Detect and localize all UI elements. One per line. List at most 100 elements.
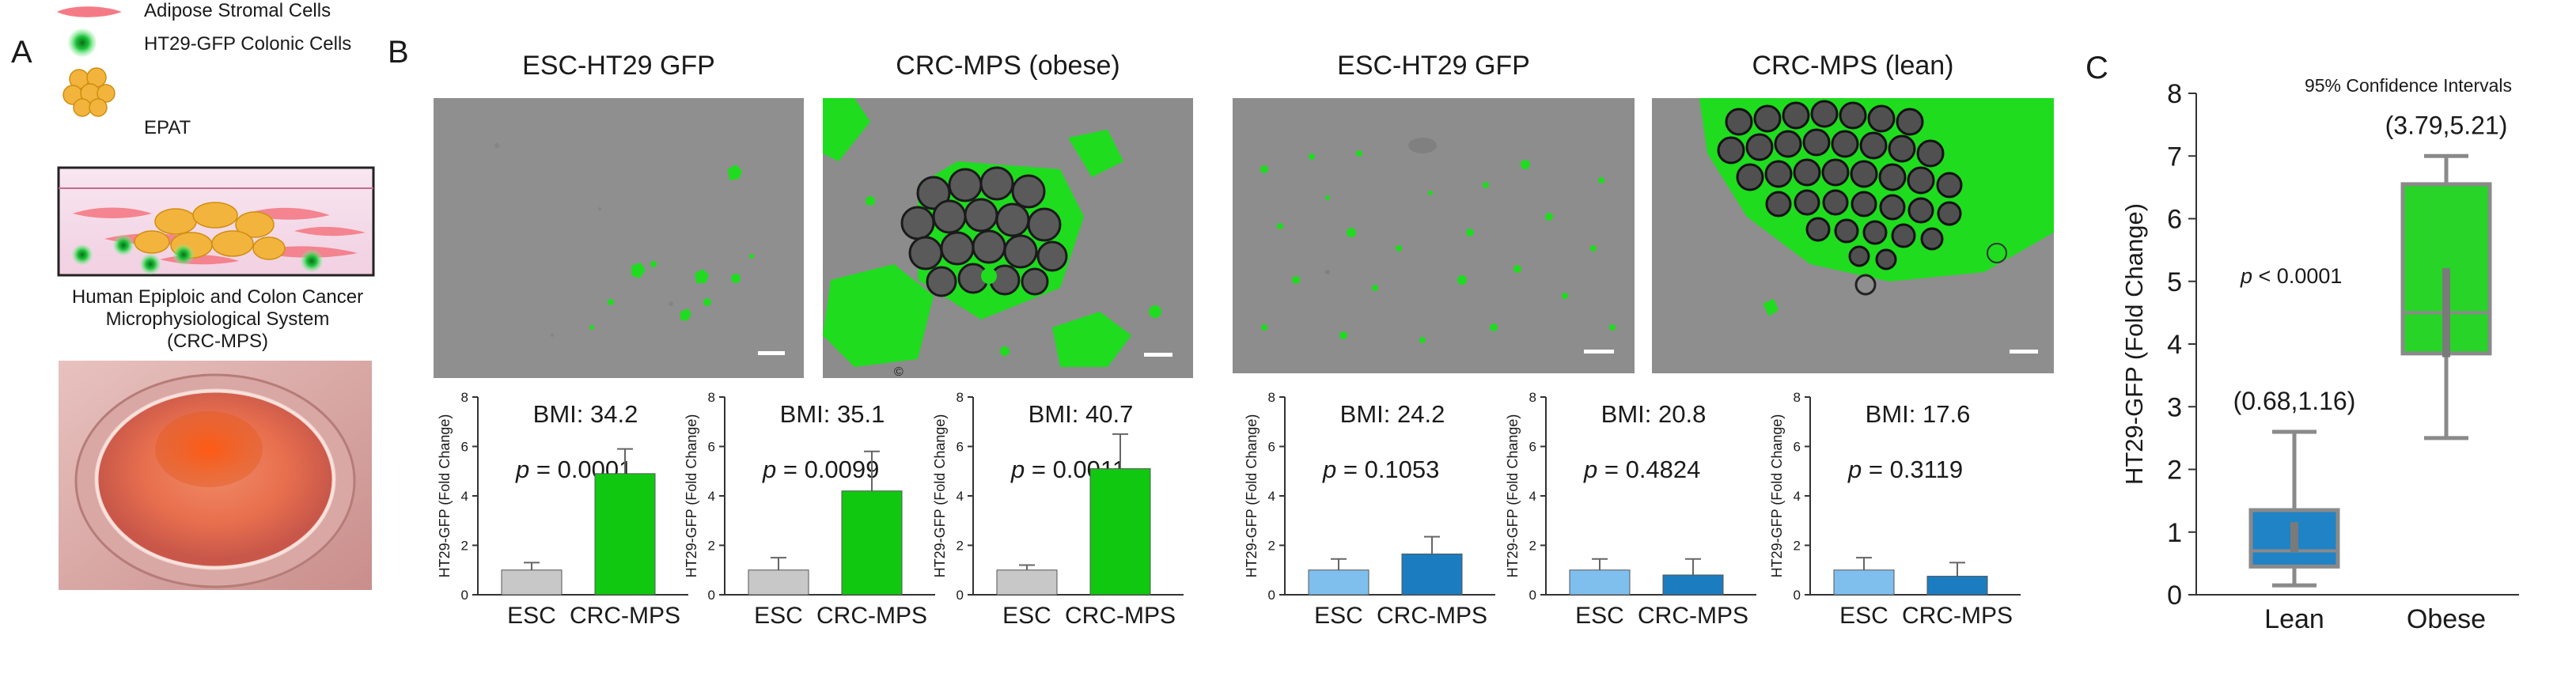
- panel-c-letter: C: [2085, 51, 2108, 85]
- y-tick-label: 5: [2167, 267, 2182, 297]
- bmi-label: BMI: 34.2: [533, 400, 638, 428]
- panel-b-letter: B: [388, 35, 409, 70]
- bar-chart-bmi-20-8: 0 2 4 6 8 HT29-GFP (Fold Change) BMI: 20.8 p = …: [1505, 390, 1756, 629]
- y-tick-label: 6: [1794, 440, 1801, 455]
- ci-label: (0.68,1.16): [2233, 387, 2356, 415]
- y-tick-label: 0: [2167, 581, 2182, 611]
- y-axis-label: HT29-GFP (Fold Change): [1244, 414, 1260, 578]
- legend-item-epat: EPAT: [55, 65, 403, 138]
- y-tick-label: 0: [1268, 588, 1275, 603]
- y-tick-label: 8: [708, 390, 715, 405]
- y-tick-label: 4: [1794, 489, 1801, 504]
- x-tick-label: ESC: [1575, 603, 1624, 629]
- bar-esc: [1833, 569, 1895, 596]
- x-tick-label: ESC: [507, 603, 556, 629]
- y-tick-label: 8: [461, 390, 468, 405]
- image-title-2: CRC-MPS (obese): [896, 51, 1120, 81]
- y-tick-label: 4: [1529, 489, 1536, 504]
- y-axis-label: HT29-GFP (Fold Change): [437, 414, 453, 578]
- micrograph-esc-lean: [1233, 98, 1635, 373]
- bar-crc-mps: [1401, 553, 1463, 596]
- y-tick-label: 4: [461, 489, 468, 504]
- x-tick-label: CRC-MPS: [570, 603, 680, 629]
- bmi-label: BMI: 35.1: [780, 400, 885, 428]
- mps-caption: Human Epiploic and Colon Cancer Microphy…: [32, 286, 403, 353]
- image-title-1: ESC-HT29 GFP: [522, 51, 715, 81]
- bar-crc-mps: [1926, 576, 1988, 596]
- culture-dish-photo: [59, 361, 372, 590]
- y-tick-label: 6: [1268, 440, 1275, 455]
- bar-crc-mps: [1089, 468, 1151, 596]
- y-axis-label: HT29-GFP (Fold Change): [1505, 414, 1521, 578]
- y-tick-label: 2: [1268, 539, 1275, 554]
- x-tick-label: CRC-MPS: [1902, 603, 2013, 629]
- y-tick-label: 8: [1529, 390, 1536, 405]
- mps-caption-line-3: (CRC-MPS): [167, 331, 268, 352]
- bar-esc: [1308, 569, 1369, 596]
- y-tick-label: 4: [1268, 489, 1275, 504]
- bmi-label: BMI: 17.6: [1866, 400, 1971, 428]
- y-tick-label: 0: [1794, 588, 1801, 603]
- bmi-label: BMI: 24.2: [1340, 400, 1445, 428]
- y-axis-label: HT29-GFP (Fold Change): [1769, 414, 1785, 578]
- chart-title: 95% Confidence Intervals: [2305, 75, 2512, 96]
- y-tick-label: 0: [1529, 588, 1536, 603]
- legend-item-stromal: Adipose Stromal Cells: [55, 0, 403, 24]
- x-tick-label: CRC-MPS: [816, 603, 927, 629]
- y-tick-label: 0: [957, 588, 964, 603]
- y-tick-label: 8: [1794, 390, 1801, 405]
- adipocyte-cluster: [900, 166, 1068, 297]
- mps-caption-line-2: Microphysiological System: [105, 308, 330, 330]
- panel-a-letter: A: [11, 35, 32, 70]
- y-axis-label: HT29-GFP (Fold Change): [684, 414, 699, 578]
- mps-caption-line-1: Human Epiploic and Colon Cancer: [71, 286, 364, 308]
- legend-item-gfp: HT29-GFP Colonic Cells: [55, 27, 403, 59]
- y-tick-label: 2: [1794, 539, 1801, 554]
- y-tick-label: 1: [2167, 518, 2182, 548]
- mps-schematic: [57, 166, 375, 277]
- stromal-cell-icon: [57, 6, 122, 17]
- epat-icon: [63, 67, 116, 117]
- y-tick-label: 6: [1529, 440, 1536, 455]
- x-tick-label: ESC: [754, 603, 803, 629]
- box-plot-confidence-intervals: 0 1 2 3 4 5 6 7 8 HT29-GFP (Fold Change) 95% Confi…: [2120, 75, 2519, 634]
- y-tick-label: 4: [708, 489, 715, 504]
- y-tick-label: 6: [2167, 205, 2182, 235]
- p-value-label: p = 0.3119: [1847, 456, 1963, 483]
- p-value-label: p < 0.0001: [2240, 264, 2342, 288]
- y-tick-label: 8: [957, 390, 964, 405]
- bar-chart-bmi-35-1: 0 2 4 6 8 HT29-GFP (Fold Change) BMI: 35.1 p = …: [684, 390, 935, 629]
- y-tick-label: 7: [2167, 142, 2182, 172]
- y-axis-label: HT29-GFP (Fold Change): [932, 414, 948, 578]
- y-tick-label: 2: [957, 539, 964, 554]
- p-value-label: p = 0.0099: [762, 456, 879, 483]
- x-tick-label: Obese: [2407, 604, 2486, 634]
- bar-chart-bmi-17-6: 0 2 4 6 8 HT29-GFP (Fold Change) BMI: 17.6 p = …: [1769, 390, 2021, 629]
- y-tick-label: 8: [2167, 79, 2182, 109]
- bar-esc: [1569, 569, 1631, 596]
- y-tick-label: 6: [461, 440, 468, 455]
- legend-label-stromal: Adipose Stromal Cells: [144, 0, 331, 21]
- bar-crc-mps: [594, 473, 656, 596]
- micrograph-crc-mps-lean: [1652, 98, 2054, 373]
- micrograph-crc-mps-obese: [823, 98, 1193, 378]
- x-tick-label: Lean: [2264, 604, 2324, 634]
- bar-chart-bmi-24-2: 0 2 4 6 8 HT29-GFP (Fold Change) BMI: 24.2 p = …: [1244, 390, 1495, 629]
- gfp-cell-icon: [68, 28, 97, 57]
- y-tick-label: 2: [1529, 539, 1536, 554]
- x-tick-label: CRC-MPS: [1638, 603, 1748, 629]
- p-value-label: p = 0.4824: [1583, 456, 1700, 483]
- bar-esc: [748, 569, 809, 596]
- x-tick-label: CRC-MPS: [1065, 603, 1176, 629]
- y-tick-label: 4: [957, 489, 964, 504]
- bar-esc: [501, 569, 563, 596]
- bar-esc: [996, 569, 1058, 596]
- x-tick-label: ESC: [1002, 603, 1051, 629]
- image-title-3: ESC-HT29 GFP: [1337, 51, 1530, 81]
- stray-mark: ©: [894, 365, 903, 379]
- bmi-label: BMI: 40.7: [1029, 400, 1134, 428]
- p-value-label: p = 0.1053: [1322, 456, 1439, 483]
- adipocyte-cluster-lean: [1717, 100, 1963, 270]
